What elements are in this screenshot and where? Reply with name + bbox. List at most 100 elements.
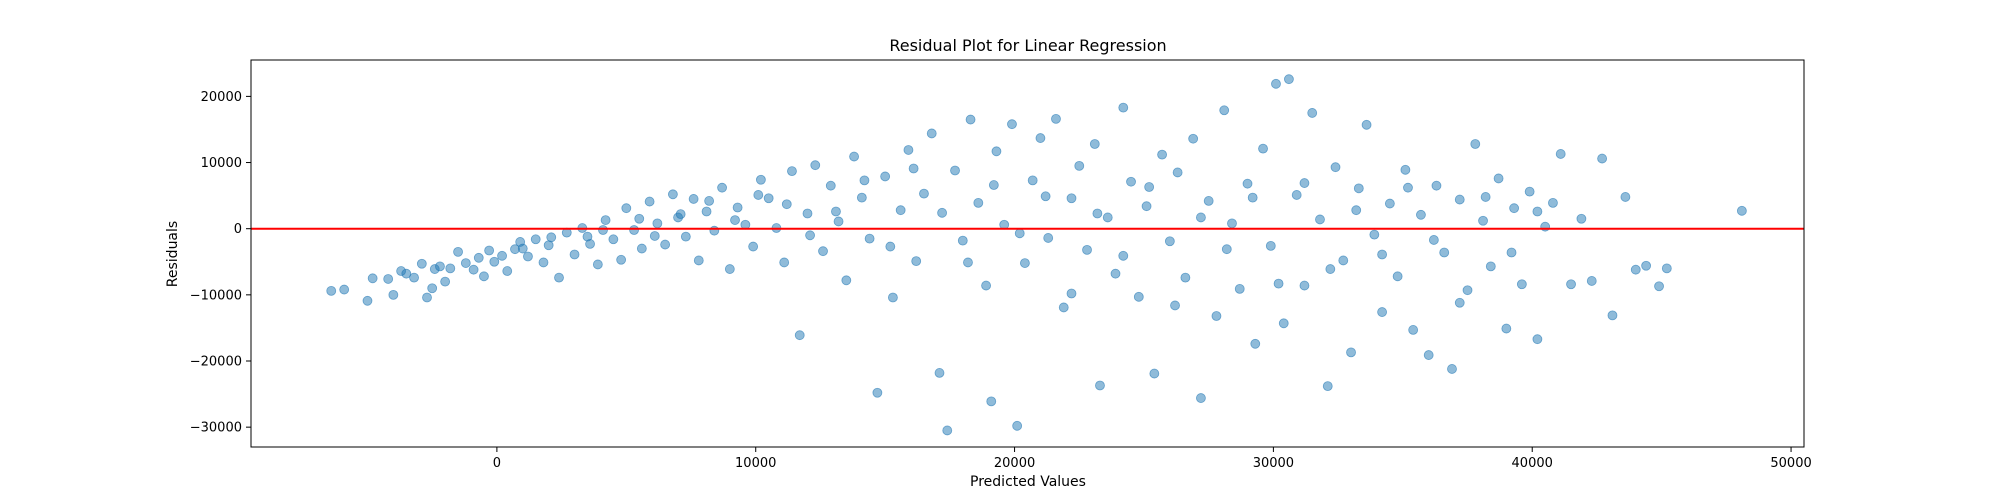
data-point [950,165,960,176]
data-point [598,225,608,235]
data-point [1392,271,1403,282]
data-point [880,171,891,182]
data-point [1428,235,1439,245]
x-axis-ticks: 0 10000 20000 30000 40000 50000 [493,447,1812,471]
y-tick-label: −10000 [190,288,242,303]
data-point [1654,281,1664,292]
chart-title: Residual Plot for Linear Regression [889,36,1166,55]
data-point [649,231,660,241]
data-point [911,256,922,267]
points-layer [326,74,1747,436]
data-point [908,163,919,174]
data-point [926,128,937,139]
data-point [1172,167,1183,178]
data-point [1403,182,1413,193]
data-point [1509,203,1520,214]
data-point [1043,233,1054,243]
data-point [1384,198,1395,209]
data-point [1423,350,1434,360]
data-point [1566,279,1576,290]
data-point [1439,247,1450,258]
data-point [864,233,875,244]
data-point [1014,228,1025,239]
data-point [416,258,427,269]
data-point [748,241,759,252]
data-point [981,280,991,291]
data-point [1353,183,1364,194]
data-point [1035,133,1046,143]
data-point [1408,325,1419,335]
data-point [1133,291,1144,302]
data-point [730,215,740,225]
data-point [636,243,647,254]
data-point [1377,249,1387,260]
x-tick-label: 50000 [1770,456,1811,471]
data-point [1532,334,1543,345]
data-point [1470,139,1481,149]
y-tick-label: 0 [234,222,242,237]
data-point [991,146,1002,157]
data-point [468,264,479,275]
data-point [810,160,821,171]
data-point [1501,323,1512,334]
plot-frame [250,59,1805,448]
data-point [1322,381,1333,392]
data-point [1299,280,1310,291]
x-tick-label: 20000 [994,456,1035,471]
data-point [986,396,997,407]
data-point [1196,393,1206,403]
data-point [779,257,790,268]
data-point [1020,258,1030,268]
data-point [1066,288,1077,299]
data-point [724,264,735,274]
data-point [934,368,945,378]
x-tick-label: 0 [493,456,501,471]
data-point [937,207,947,218]
data-point [833,216,844,227]
data-point [753,190,764,200]
data-point [1284,74,1294,85]
data-point [569,249,580,260]
data-point [963,257,973,268]
data-point [1095,380,1105,391]
data-point [1325,264,1336,274]
data-point [1620,192,1631,202]
data-point [1630,264,1641,275]
data-point [1126,176,1136,187]
data-point [1641,260,1652,271]
data-point [1180,272,1191,283]
data-point [802,208,813,219]
x-tick-label: 30000 [1253,456,1294,471]
data-point [1736,205,1747,216]
data-point [859,175,870,186]
data-point [688,194,699,204]
data-point [1576,213,1587,224]
data-point [973,197,984,208]
y-tick-label: −30000 [190,421,242,436]
data-point [1478,215,1488,226]
data-point [1485,261,1496,272]
data-point [1157,149,1167,160]
data-point [1227,218,1237,229]
data-point [1118,102,1129,113]
data-point [1027,175,1038,186]
data-point [440,276,451,287]
data-point [1273,278,1284,289]
y-axis-ticks: −30000 −20000 −10000 0 10000 20000 [190,90,251,436]
data-point [497,250,507,261]
data-point [1462,285,1473,296]
y-tick-label: 20000 [201,90,242,105]
data-point [919,188,929,199]
data-point [600,215,611,225]
data-point [660,239,671,250]
data-point [1540,221,1551,232]
data-point [1338,255,1349,266]
data-point [1058,302,1069,313]
data-point [818,246,828,257]
data-point [616,254,627,265]
data-point [1164,236,1175,247]
data-point [1250,338,1261,349]
data-point [435,261,445,272]
data-point [1586,276,1597,286]
data-point [409,272,419,283]
